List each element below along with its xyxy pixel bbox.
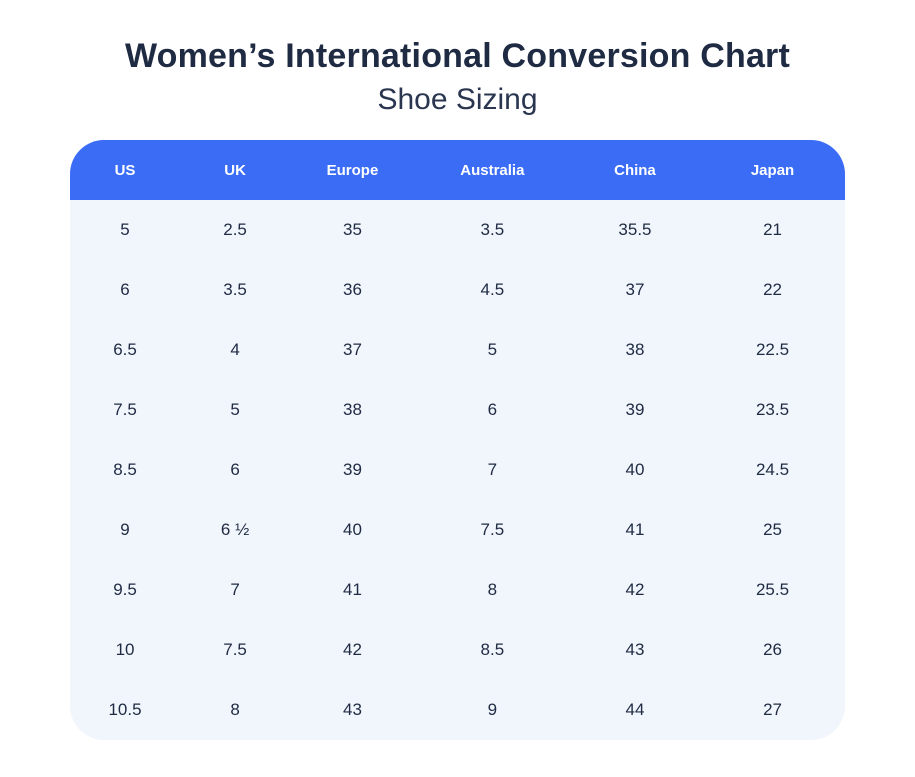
table-cell: 5 — [230, 400, 240, 420]
table-cell: 39 — [625, 400, 645, 420]
title-block: Women’s International Conversion Chart S… — [0, 0, 915, 118]
table-cell: 23.5 — [755, 400, 790, 420]
table-cell: 7.5 — [480, 520, 505, 540]
column-header-us: US — [114, 161, 136, 179]
table-row: 9 6 ½ 40 7.5 41 25 — [70, 500, 845, 560]
table-row: 5 2.5 35 3.5 35.5 21 — [70, 200, 845, 260]
table-cell: 4 — [230, 340, 240, 360]
table-row: 10 7.5 42 8.5 43 26 — [70, 620, 845, 680]
column-header-uk: UK — [224, 161, 246, 179]
table-body: 5 2.5 35 3.5 35.5 21 6 3.5 36 4.5 37 22 6.5 4 37 5 38 22.… — [70, 200, 845, 741]
table-cell: 7.5 — [223, 640, 247, 660]
table-cell: 8.5 — [480, 640, 505, 660]
table-cell: 21 — [763, 220, 782, 240]
table-cell: 7.5 — [113, 400, 137, 420]
table-row: 8.5 6 39 7 40 24.5 — [70, 440, 845, 500]
table-cell: 8.5 — [113, 460, 137, 480]
table-cell: 22.5 — [755, 340, 790, 360]
column-header-australia: Australia — [460, 161, 525, 179]
table-cell: 38 — [625, 340, 645, 360]
table-cell: 39 — [343, 460, 362, 480]
table-cell: 10 — [115, 640, 135, 660]
table-cell: 25.5 — [755, 580, 790, 600]
table-cell: 35 — [343, 220, 362, 240]
table-row: 10.5 8 43 9 44 27 — [70, 680, 845, 740]
table-cell: 42 — [343, 640, 362, 660]
table-cell: 6.5 — [113, 340, 137, 360]
table-cell: 37 — [343, 340, 362, 360]
table-cell: 27 — [763, 700, 782, 720]
column-header-china: China — [614, 161, 656, 179]
table-row: 9.5 7 41 8 42 25.5 — [70, 560, 845, 620]
table-cell: 43 — [625, 640, 645, 660]
table-cell: 44 — [625, 700, 645, 720]
table-cell: 7 — [487, 460, 498, 480]
table-cell: 4.5 — [480, 280, 505, 300]
page-subtitle: Shoe Sizing — [377, 82, 538, 116]
table-row: 7.5 5 38 6 39 23.5 — [70, 380, 845, 440]
table-cell: 3.5 — [480, 220, 505, 240]
table-cell: 9 — [120, 520, 130, 540]
table-cell: 9.5 — [113, 580, 137, 600]
table-row: 6 3.5 36 4.5 37 22 — [70, 260, 845, 320]
table-cell: 3.5 — [223, 280, 247, 300]
table-cell: 6 ½ — [220, 520, 250, 540]
table-cell: 40 — [625, 460, 645, 480]
table-cell: 7 — [230, 580, 240, 600]
table-cell: 41 — [625, 520, 645, 540]
table-cell: 6 — [487, 400, 498, 420]
table-cell: 8 — [230, 700, 240, 720]
table-cell: 37 — [625, 280, 645, 300]
table-cell: 6 — [230, 460, 240, 480]
table-cell: 8 — [487, 580, 498, 600]
column-header-europe: Europe — [326, 161, 379, 179]
table-cell: 24.5 — [755, 460, 790, 480]
table-cell: 22 — [763, 280, 782, 300]
table-cell: 6 — [120, 280, 130, 300]
table-cell: 41 — [343, 580, 362, 600]
table-cell: 36 — [343, 280, 362, 300]
table-cell: 5 — [487, 340, 498, 360]
table-cell: 43 — [343, 700, 362, 720]
conversion-table: US UK Europe Australia China Japan 5 2.5 35 3.5 3… — [70, 140, 845, 741]
table-cell: 2.5 — [223, 220, 247, 240]
table-cell: 40 — [343, 520, 362, 540]
table-cell: 5 — [120, 220, 130, 240]
table-cell: 9 — [487, 700, 498, 720]
table-cell: 35.5 — [618, 220, 652, 240]
table-cell: 38 — [343, 400, 362, 420]
table-header-row: US UK Europe Australia China Japan — [70, 140, 845, 201]
table-cell: 42 — [625, 580, 645, 600]
table-cell: 26 — [763, 640, 782, 660]
table-row: 6.5 4 37 5 38 22.5 — [70, 320, 845, 380]
table-cell: 10.5 — [108, 700, 142, 720]
column-header-japan: Japan — [750, 161, 795, 179]
table-cell: 25 — [763, 520, 782, 540]
conversion-table-container: US UK Europe Australia China Japan 5 2.5 35 3.5 3… — [70, 140, 845, 741]
page-title: Women’s International Conversion Chart — [124, 37, 791, 75]
